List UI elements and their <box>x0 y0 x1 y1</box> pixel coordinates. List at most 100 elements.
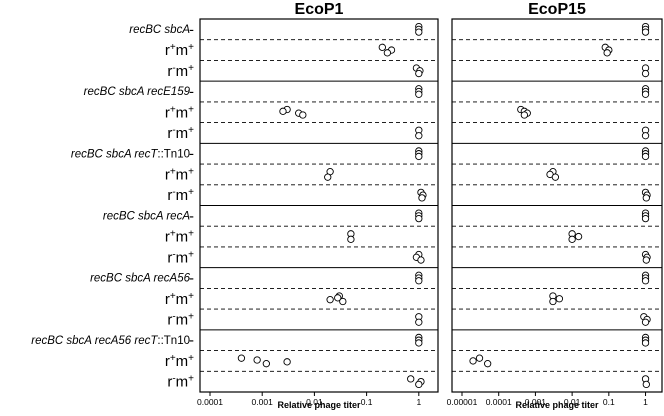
strain-suffix: ::Tn10 <box>157 335 190 347</box>
condition-letter: - <box>189 84 194 101</box>
condition-letter: m <box>176 166 189 183</box>
condition-letter: m <box>176 42 189 59</box>
condition-label: - <box>189 21 194 38</box>
condition-letter: m <box>176 125 189 142</box>
condition-letter: r <box>165 353 170 370</box>
strain-label: recBC sbcA recT::Tn10 <box>71 148 190 160</box>
x-tick-label: 1 <box>643 397 648 407</box>
data-point <box>253 356 261 364</box>
condition-label: - <box>189 332 194 349</box>
condition-superscript: + <box>188 104 194 115</box>
condition-label: - <box>189 84 194 101</box>
strain-name: recBC sbcA <box>129 24 190 36</box>
data-point <box>549 297 557 306</box>
data-point <box>283 358 291 366</box>
strain-name: recBC sbcA recT <box>71 148 158 160</box>
condition-letter: m <box>176 63 189 80</box>
data-point <box>324 173 332 181</box>
condition-superscript: + <box>188 249 194 260</box>
condition-superscript: + <box>170 229 176 240</box>
x-tick-label: 0.00001 <box>447 397 478 407</box>
condition-letter: r <box>165 229 170 246</box>
x-tick-label: 1 <box>416 397 421 407</box>
x-tick-label: 0.1 <box>603 397 615 407</box>
data-point <box>279 107 287 115</box>
data-point <box>415 69 423 78</box>
x-tick-label: 0.01 <box>564 397 581 407</box>
data-point <box>484 360 492 368</box>
data-point <box>603 49 611 57</box>
data-point <box>415 277 423 285</box>
data-point <box>641 318 650 326</box>
data-point <box>407 375 415 383</box>
condition-superscript: + <box>170 291 176 302</box>
data-point <box>555 295 564 303</box>
condition-superscript: - <box>172 125 175 136</box>
x-tick-label: 0.1 <box>361 397 373 407</box>
data-point <box>378 43 386 51</box>
condition-superscript: - <box>172 311 175 322</box>
strain-name: recBC sbcA recA56 recT <box>31 335 158 347</box>
condition-superscript: + <box>188 187 194 198</box>
condition-superscript: - <box>172 249 175 260</box>
condition-letter: m <box>176 353 189 370</box>
strain-name: recBC sbcA recA <box>103 211 190 223</box>
condition-letter: r <box>167 311 172 328</box>
condition-letter: - <box>189 332 194 349</box>
condition-superscript: + <box>188 353 194 364</box>
condition-label: r-m+ <box>167 374 194 391</box>
condition-letter: m <box>176 291 189 308</box>
data-point <box>642 194 650 202</box>
condition-letter: r <box>167 63 172 80</box>
condition-superscript: + <box>170 353 176 364</box>
condition-superscript: + <box>188 311 194 322</box>
data-point <box>415 214 423 223</box>
condition-letter: - <box>189 21 194 38</box>
data-point <box>237 354 246 362</box>
x-tick-label: 0.001 <box>525 397 547 407</box>
data-point <box>469 357 477 365</box>
strain-label: recBC sbcA recE159 <box>84 86 191 98</box>
condition-letter: r <box>165 104 170 121</box>
condition-label: - <box>189 270 194 287</box>
condition-letter: r <box>167 187 172 204</box>
condition-letter: m <box>176 374 189 391</box>
data-point <box>415 152 423 161</box>
x-tick-label: 0.0001 <box>486 397 512 407</box>
condition-letter: m <box>176 104 189 121</box>
data-point <box>415 339 423 347</box>
condition-letter: - <box>189 270 194 287</box>
data-point <box>415 90 423 98</box>
data-point <box>641 277 650 285</box>
condition-superscript: + <box>188 63 194 74</box>
condition-letter: m <box>176 249 189 266</box>
data-point <box>642 380 650 389</box>
condition-letter: r <box>167 125 172 142</box>
condition-superscript: - <box>172 63 175 74</box>
condition-superscript: - <box>172 187 175 198</box>
condition-letter: m <box>176 311 189 328</box>
data-point <box>642 256 650 264</box>
condition-letter: m <box>176 229 189 246</box>
condition-superscript: + <box>188 42 194 53</box>
data-point <box>574 232 583 241</box>
condition-label: r-m+ <box>167 63 194 80</box>
condition-letter: m <box>176 187 189 204</box>
strain-label: recBC sbcA recA56 recT::Tn10 <box>31 335 190 347</box>
condition-superscript: - <box>172 374 175 385</box>
condition-label: - <box>189 146 194 163</box>
data-point <box>262 360 270 368</box>
condition-letter: r <box>165 291 170 308</box>
data-point <box>347 235 355 243</box>
strain-label: recBC sbcA <box>129 24 190 36</box>
panel-title: EcoP1 <box>295 1 344 18</box>
x-axis-label: Relative phage titer <box>515 400 599 410</box>
condition-label: - <box>189 208 194 225</box>
condition-superscript: + <box>188 166 194 177</box>
row-labels: recBC sbcA -r+m+r-m+recBC sbcA recE159 -r+… <box>31 21 194 390</box>
strain-label: recBC sbcA recA56 <box>90 273 191 285</box>
condition-letter: r <box>165 166 170 183</box>
x-tick-label: 0.01 <box>306 397 323 407</box>
condition-label: r-m+ <box>167 311 194 328</box>
data-point <box>641 90 650 98</box>
